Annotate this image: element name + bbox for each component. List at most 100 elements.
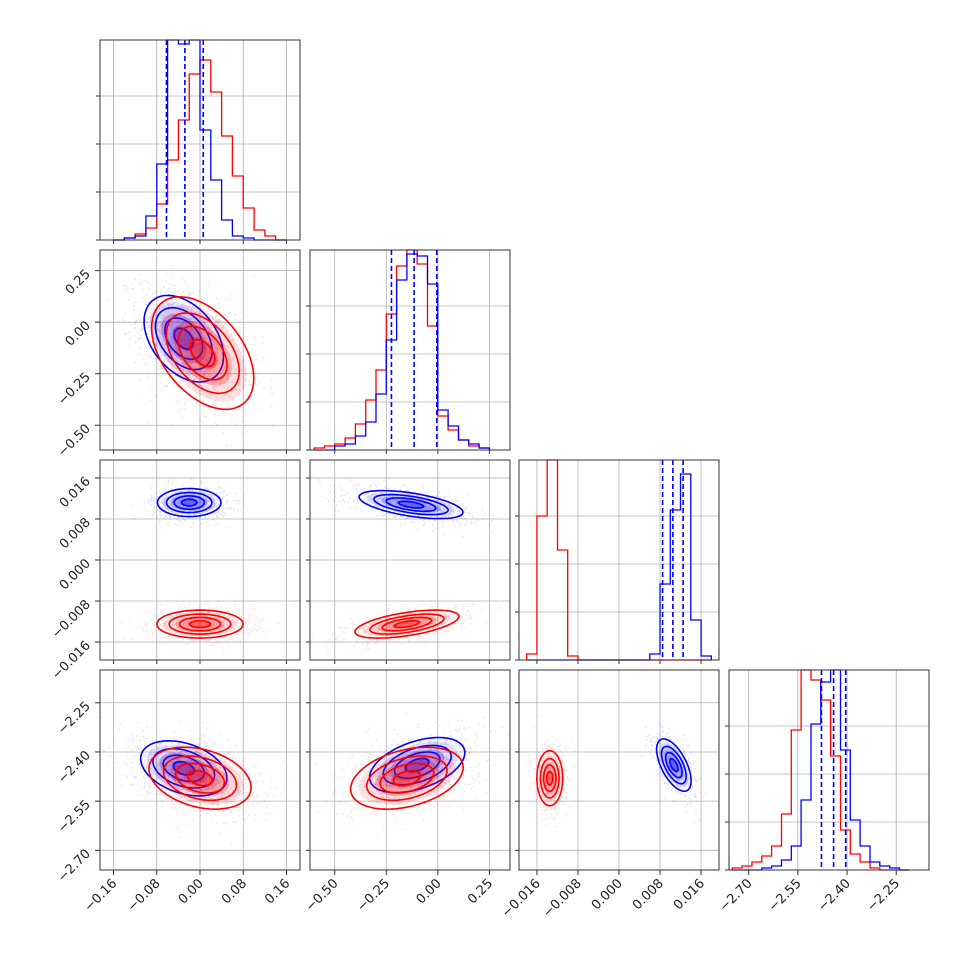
y-tick-label: −0.25	[55, 370, 94, 409]
contour-red	[545, 770, 554, 786]
scatter-red	[525, 715, 576, 828]
contour-red	[542, 764, 557, 793]
contour-blue	[152, 747, 216, 789]
contour-red	[148, 746, 252, 811]
scatter-blue	[640, 722, 707, 823]
contour-red	[354, 609, 460, 639]
x-tick-label: 0.000	[589, 876, 626, 913]
density-fill-blue	[403, 757, 431, 773]
contour-red	[165, 312, 241, 395]
x-tick-label: −2.70	[717, 876, 756, 915]
contour-blue	[358, 489, 464, 520]
x-tick-label: −0.16	[82, 876, 121, 915]
panel-frame	[309, 669, 511, 871]
density-fill-red	[163, 612, 237, 637]
density-fill-red	[392, 620, 422, 629]
panel-frame	[309, 249, 511, 451]
y-tick-label: −2.40	[55, 748, 94, 787]
density-layer	[315, 712, 510, 839]
panel-0-1	[99, 249, 301, 451]
density-fill-blue	[376, 741, 458, 789]
density-fill-red	[173, 320, 232, 386]
density-fill-red	[374, 760, 440, 796]
y-tick-label: −2.55	[55, 797, 94, 836]
contour-blue	[664, 751, 683, 779]
x-tick-label: 0.16	[262, 876, 293, 907]
contour-red	[535, 749, 564, 807]
y-tick-label: 0.008	[57, 515, 94, 552]
scatter-red	[315, 719, 504, 839]
panel-0-3	[99, 669, 301, 871]
contour-red	[168, 613, 232, 635]
contour-red	[150, 295, 255, 411]
panel-2-2	[515, 459, 720, 661]
density-fill-red	[358, 751, 456, 805]
density-layer	[100, 716, 292, 846]
scatter-red	[104, 265, 274, 447]
contour-blue	[669, 758, 679, 773]
x-tick-label: −0.016	[499, 876, 544, 921]
density-fill-blue	[171, 494, 208, 511]
density-fill-red	[542, 762, 558, 794]
density-fill-blue	[149, 301, 218, 376]
contour-red	[186, 770, 214, 787]
x-tick-label: −0.50	[303, 876, 342, 915]
x-tick-label: −0.008	[540, 876, 585, 921]
density-fill-blue	[668, 757, 679, 773]
contour-blue	[180, 498, 198, 507]
contour-blue	[393, 751, 441, 779]
density-fill-red	[538, 754, 561, 802]
scatter-blue	[132, 478, 245, 529]
density-fill-red	[158, 304, 247, 402]
density-fill-blue	[161, 490, 217, 515]
x-tick-label: 0.08	[219, 876, 250, 907]
contour-blue	[660, 745, 688, 785]
density-layer	[104, 265, 274, 447]
histogram-blue	[314, 253, 491, 451]
contour-red	[156, 609, 244, 639]
panel-2-3	[518, 669, 720, 871]
panel-3-3	[725, 669, 930, 871]
density-fill-red	[175, 616, 225, 633]
histogram-red	[731, 669, 910, 871]
x-tick-label: 0.00	[176, 876, 207, 907]
x-axis-param-3: −2.70 −2.55 −2.40 −2.25	[717, 870, 903, 915]
panel-1-1	[306, 249, 511, 451]
contour-red	[174, 762, 226, 794]
x-tick-label: −0.08	[125, 876, 164, 915]
x-tick-label: 0.008	[630, 876, 667, 913]
contour-red	[539, 757, 560, 799]
x-axis-param-2: −0.016−0.008 0.000 0.008 0.016	[499, 660, 708, 921]
contour-blue	[162, 754, 206, 783]
contour-blue	[165, 491, 213, 514]
density-fill-blue	[146, 744, 221, 792]
y-axis-param-1: −0.50 −0.25 0.00 0.25	[55, 267, 100, 460]
contour-blue	[139, 739, 228, 797]
density-fill-red	[188, 337, 218, 370]
y-axis-param-3: −2.70 −2.55 −2.40 −2.25	[55, 699, 519, 885]
x-tick-label: 0.016	[671, 876, 708, 913]
contour-red	[189, 338, 216, 368]
contour-blue	[373, 493, 449, 516]
x-tick-label: 0.25	[465, 876, 496, 907]
panel-frame	[728, 669, 930, 871]
density-layer	[117, 478, 295, 652]
density-layer	[525, 715, 707, 828]
x-axis-param-1: −0.50 −0.25 0.00 0.25	[303, 450, 496, 915]
x-tick-label: −2.25	[864, 876, 903, 915]
contour-red	[162, 755, 238, 802]
contour-red	[178, 616, 222, 632]
contour-blue	[385, 497, 437, 513]
contour-blue	[154, 306, 214, 371]
density-fill-blue	[381, 496, 441, 513]
contour-blue	[405, 757, 430, 773]
contour-blue	[173, 495, 206, 510]
density-layer	[311, 479, 510, 652]
contour-red	[379, 762, 435, 794]
density-fill-red	[377, 616, 437, 633]
y-tick-label: −2.25	[55, 699, 94, 738]
y-tick-label: 0.016	[57, 474, 94, 511]
y-tick-label: 0.000	[57, 556, 94, 593]
contour-blue	[156, 487, 222, 518]
